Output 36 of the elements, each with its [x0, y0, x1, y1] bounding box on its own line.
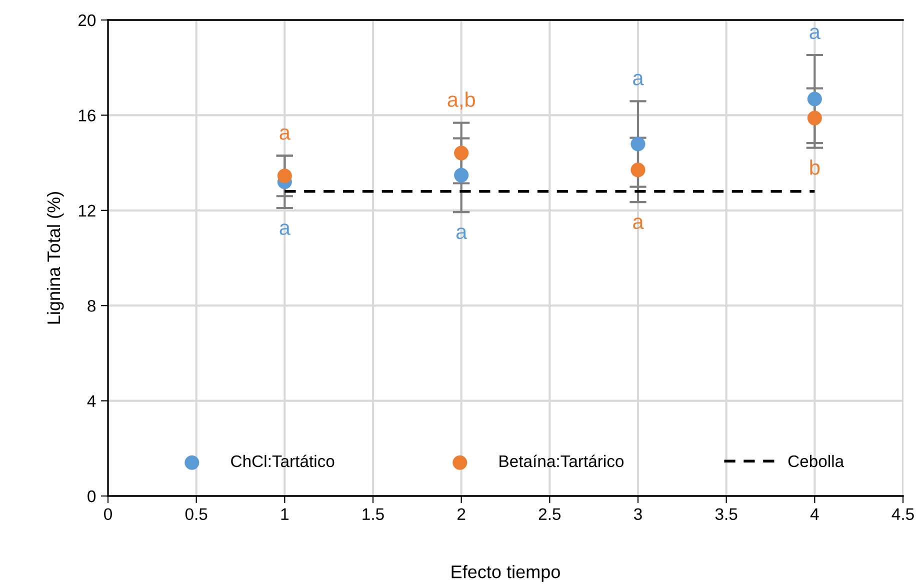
y-tick-label: 0 — [88, 490, 96, 502]
y-tick-label: 20 — [78, 14, 96, 26]
data-label: a — [633, 74, 644, 86]
data-label: a — [633, 218, 644, 230]
x-tick-label: 1.5 — [362, 508, 384, 520]
x-tick-label: 3.5 — [715, 508, 738, 520]
point — [807, 110, 822, 126]
y-axis-title: Lignina Total (%) — [46, 192, 64, 324]
x-tick-label: 1 — [281, 508, 288, 520]
y-tick-label: 8 — [88, 300, 96, 312]
legend-label: ChCl:Tartático — [231, 454, 334, 468]
point — [454, 146, 469, 160]
x-tick-label: 0.5 — [185, 508, 208, 520]
data-label: a — [280, 128, 290, 140]
data-label: a — [810, 28, 820, 40]
point — [807, 92, 822, 106]
legend-label: Betaína:Tartárico — [500, 454, 624, 468]
y-tick-label: 4 — [87, 395, 96, 407]
x-tick-label: 4.5 — [892, 508, 914, 520]
x-tick-label: 4 — [810, 508, 819, 520]
y-tick-label: 16 — [78, 110, 96, 122]
data-label: a — [456, 228, 468, 240]
legend-label: Cebolla — [788, 454, 844, 468]
point — [630, 162, 646, 178]
x-tick-label: 0 — [104, 508, 112, 520]
data-label: a,b — [448, 92, 475, 110]
x-tick-label: 2.5 — [538, 508, 561, 520]
data-label: b — [810, 160, 820, 175]
x-tick-label: 2 — [458, 508, 466, 520]
data-label: a — [280, 224, 290, 236]
point — [454, 168, 469, 182]
point — [630, 136, 646, 152]
point — [277, 168, 292, 184]
y-tick-label: 12 — [78, 204, 96, 216]
x-tick-label: 3 — [634, 508, 642, 520]
x-axis-title: Efecto tiempo — [452, 565, 560, 582]
